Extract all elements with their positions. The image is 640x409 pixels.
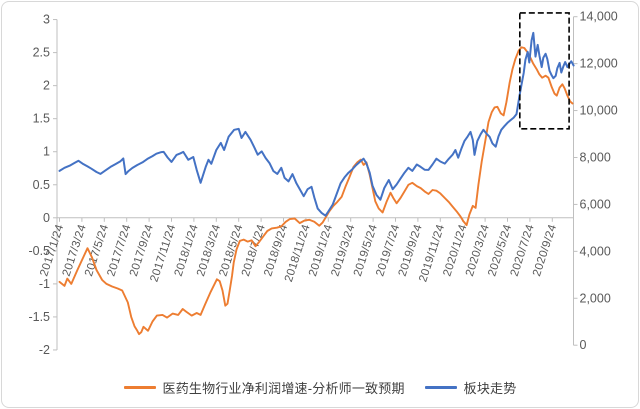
y-right-tick-label: 4,000 — [580, 244, 611, 258]
y-left-tick-label: 2.5 — [33, 46, 50, 60]
legend-line-swatch-blue — [424, 386, 457, 389]
legend-item-sector-trend: 板块走势 — [424, 378, 517, 397]
y-right-tick-label: 12,000 — [580, 57, 618, 71]
y-left-tick-label: 0 — [43, 211, 50, 225]
legend-label-net-profit: 医药生物行业净利润增速-分析师一致预期 — [162, 381, 405, 396]
y-right-tick-label: 6,000 — [580, 197, 611, 211]
series-line-net-profit — [58, 46, 574, 336]
y-left-tick-label: 1.5 — [33, 112, 50, 126]
y-left-tick-label: 1 — [43, 145, 50, 159]
y-left-tick-label: 0.5 — [33, 178, 50, 192]
y-right-tick-label: 8,000 — [580, 150, 611, 164]
legend-line-swatch-orange — [123, 386, 156, 389]
series-line-sector-trend — [58, 31, 575, 217]
y-left-tick-label: -1 — [39, 277, 50, 291]
y-right-tick-label: 14,000 — [580, 10, 618, 24]
legend-label-sector-trend: 板块走势 — [463, 381, 517, 396]
y-right-tick-label: 0 — [580, 338, 587, 352]
highlight-box — [519, 12, 570, 130]
y-left-tick-label: -1.5 — [28, 310, 50, 324]
y-left-tick-label: 3 — [43, 13, 50, 27]
plot-area: 3 2.5 2 1.5 1 0.5 0 -0.5 -1 -1.5 -2 14,000 12,000 10,… — [28, 10, 618, 357]
y-left-tick-label: -0.5 — [28, 244, 50, 258]
y-left-tick-label: 2 — [43, 79, 50, 93]
legend-item-net-profit: 医药生物行业净利润增速-分析师一致预期 — [123, 378, 405, 397]
y-left-tick-label: -2 — [39, 343, 50, 357]
legend: 医药生物行业净利润增速-分析师一致预期 板块走势 — [0, 378, 640, 397]
y-right-tick-label: 2,000 — [580, 291, 611, 305]
y-right-tick-label: 10,000 — [580, 104, 618, 118]
